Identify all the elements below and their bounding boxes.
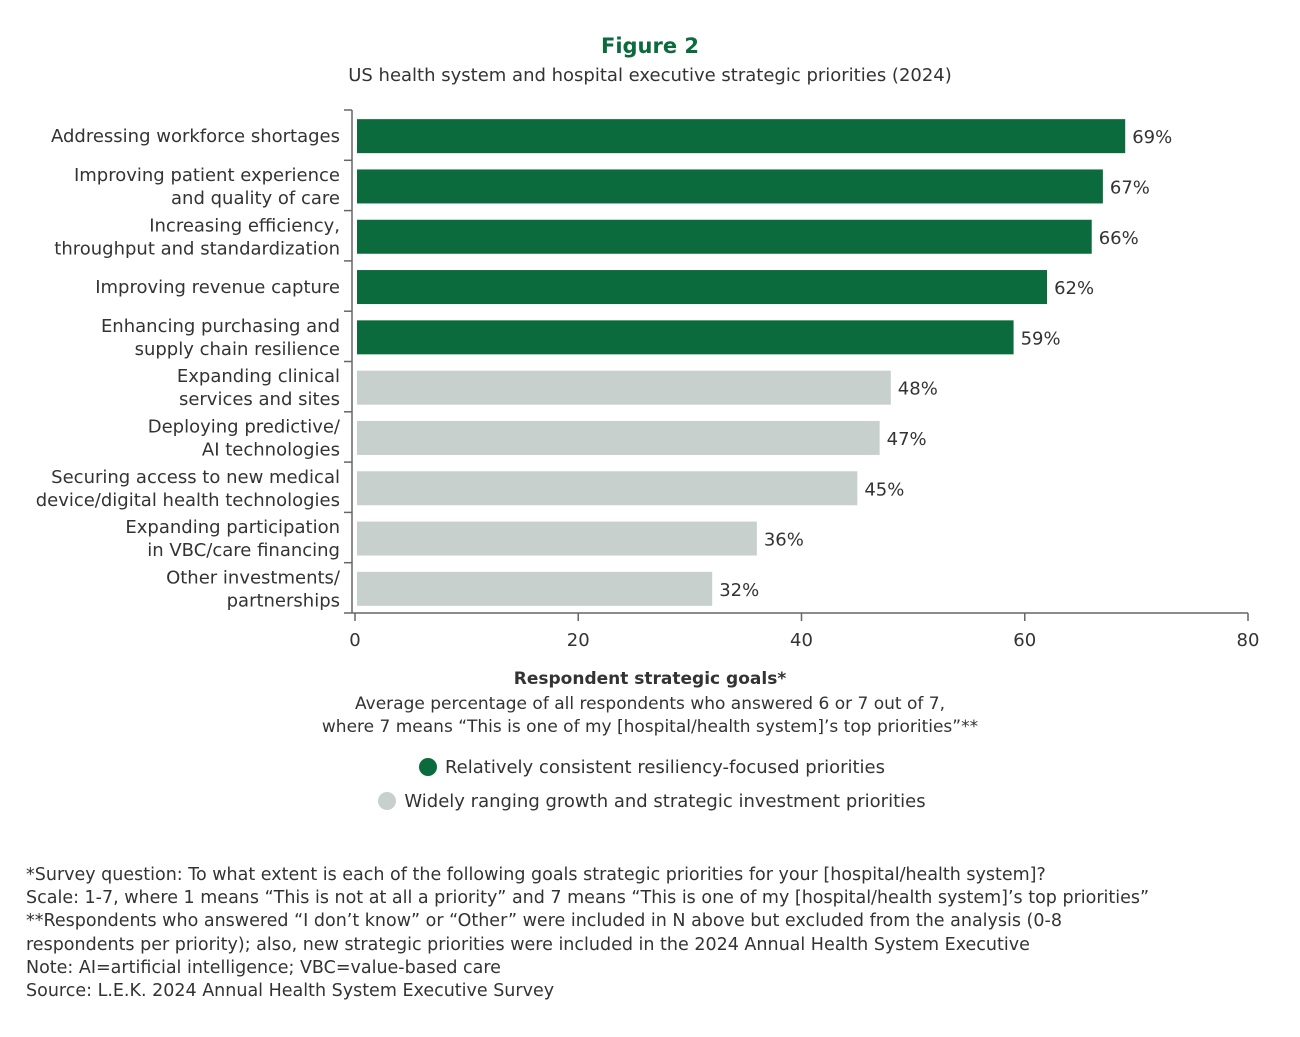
bar	[357, 270, 1048, 305]
category-label: in VBC/care financing	[147, 540, 340, 561]
legend-label: Widely ranging growth and strategic inve…	[404, 791, 926, 812]
bar	[357, 219, 1092, 254]
footnote: Note: AI=artificial intelligence; VBC=va…	[26, 957, 501, 978]
category-label: services and sites	[179, 389, 340, 410]
category-label: Expanding clinical	[177, 366, 340, 387]
data-label: 48%	[898, 379, 938, 400]
bar	[357, 320, 1014, 355]
bar-chart: 69% Addressing workforce shortages 67% Impr…	[36, 109, 1260, 651]
bar	[357, 119, 1126, 154]
x-axis-sublabel-line: where 7 means “This is one of my [hospit…	[321, 717, 979, 737]
footnote: *Survey question: To what extent is each…	[26, 865, 1046, 885]
category-label: Deploying predictive/	[148, 416, 341, 437]
bar	[357, 370, 891, 405]
footnote: Scale: 1-7, where 1 means “This is not a…	[26, 888, 1150, 909]
data-label: 66%	[1099, 228, 1139, 249]
category-label: Improving revenue capture	[95, 277, 340, 298]
data-label: 45%	[864, 479, 904, 500]
category-label: device/digital health technologies	[36, 490, 340, 511]
legend-swatch-green	[418, 758, 437, 776]
legend-label: Relatively consistent resiliency-focused…	[444, 757, 886, 778]
data-label: 36%	[764, 530, 804, 551]
category-label: Improving patient experience	[74, 165, 340, 186]
category-label: AI technologies	[202, 439, 340, 460]
legend-swatch-gray	[378, 792, 397, 810]
footnotes: *Survey question: To what extent is each…	[26, 864, 1149, 1003]
category-label: partnerships	[227, 590, 340, 611]
bar	[357, 169, 1103, 204]
x-tick-label: 80	[1237, 630, 1260, 651]
legend-item-resiliency: Relatively consistent resiliency-focused…	[0, 757, 1300, 778]
chart-title: Figure 2	[600, 34, 700, 58]
legend-item-growth: Widely ranging growth and strategic inve…	[0, 791, 1300, 812]
bar	[357, 471, 858, 506]
category-label: Increasing efficiency,	[149, 215, 340, 236]
x-tick-label: 60	[1013, 630, 1036, 651]
data-label: 62%	[1054, 278, 1094, 299]
footnote: Source: L.E.K. 2024 Annual Health System…	[26, 981, 555, 1002]
category-label: Addressing workforce shortages	[51, 126, 340, 147]
chart-subtitle: US health system and hospital executive …	[348, 65, 952, 86]
category-label: Expanding participation	[125, 517, 340, 538]
x-tick-label: 40	[790, 630, 813, 651]
x-axis-sublabel: Average percentage of all respondents wh…	[0, 693, 1300, 739]
bar	[357, 521, 757, 556]
category-label: supply chain resilience	[135, 339, 340, 360]
category-label: Enhancing purchasing and	[101, 316, 340, 337]
x-axis-sublabel-line: Average percentage of all respondents wh…	[355, 694, 945, 714]
bar	[357, 420, 880, 455]
category-label: Securing access to new medical	[51, 467, 340, 488]
x-axis-label: Respondent strategic goals*	[513, 669, 787, 689]
data-label: 69%	[1132, 127, 1172, 148]
data-label: 47%	[887, 429, 927, 450]
data-label: 59%	[1021, 328, 1061, 349]
footnote: respondents per priority); also, new str…	[26, 934, 1030, 955]
x-tick-label: 20	[567, 630, 590, 651]
category-label: and quality of care	[171, 188, 340, 209]
footnote: **Respondents who answered “I don’t know…	[26, 911, 1062, 932]
category-label: throughput and standardization	[54, 238, 340, 259]
data-label: 67%	[1110, 177, 1150, 198]
data-label: 32%	[719, 580, 759, 601]
category-label: Other investments/	[166, 567, 341, 588]
x-tick-label: 0	[349, 630, 360, 651]
bar	[357, 571, 713, 606]
